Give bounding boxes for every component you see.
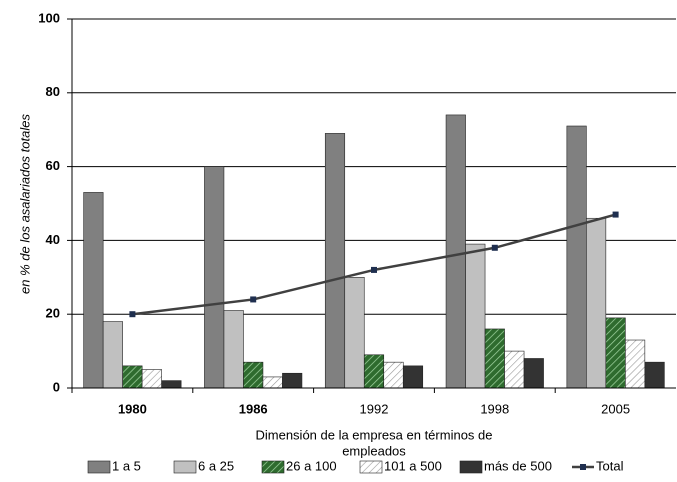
bar [141,369,162,389]
x-axis-label: empleados [342,443,406,458]
legend-swatch [173,460,197,474]
legend-swatch [359,460,383,474]
bar [161,380,182,389]
bar [363,354,385,389]
bar [566,125,587,389]
bar [586,217,607,389]
bar [605,317,626,389]
legend-label: 1 a 5 [112,458,141,473]
bar [445,114,466,389]
y-tick-label: 60 [46,158,60,173]
line-marker [250,296,257,303]
legend-label: Total [596,458,624,473]
x-tick-label: 1986 [239,401,268,416]
bar [204,166,225,389]
bar [523,358,544,389]
legend-swatch [459,460,483,474]
x-tick-label: 1998 [480,401,509,416]
legend-label: más de 500 [484,458,552,473]
line-marker [371,266,377,273]
y-tick-label: 20 [46,306,60,321]
bar [504,350,525,389]
bar [243,361,264,389]
bar [383,361,404,389]
bar [324,133,346,389]
legend-label: 6 a 25 [198,458,234,473]
legend-swatch [580,464,586,470]
legend-label: 101 a 500 [384,458,442,473]
line-marker [491,244,498,251]
bar [83,192,104,389]
x-tick-label: 1980 [118,401,147,416]
y-tick-label: 80 [46,84,60,99]
bar [223,310,244,389]
bar [122,365,143,389]
line-marker [612,211,619,218]
legend-label: 26 a 100 [286,458,337,473]
bar [465,243,486,389]
bar [402,365,424,389]
bar [344,276,365,389]
y-tick-label: 40 [46,232,60,247]
legend-swatch [261,460,285,474]
bar [644,361,665,389]
bar [484,328,505,389]
x-axis-label: Dimensión de la empresa en términos de [255,427,492,442]
line-marker [129,311,136,318]
x-tick-label: 1992 [360,401,389,416]
y-axis-label: en % de los asalariados totales [17,114,32,294]
bar [625,339,646,389]
legend-swatch [87,460,111,474]
x-tick-label: 2005 [601,401,630,416]
bar [282,372,303,389]
bar [102,321,123,389]
bar [262,376,283,389]
y-tick-label: 100 [38,10,60,25]
y-tick-label: 0 [53,379,60,394]
